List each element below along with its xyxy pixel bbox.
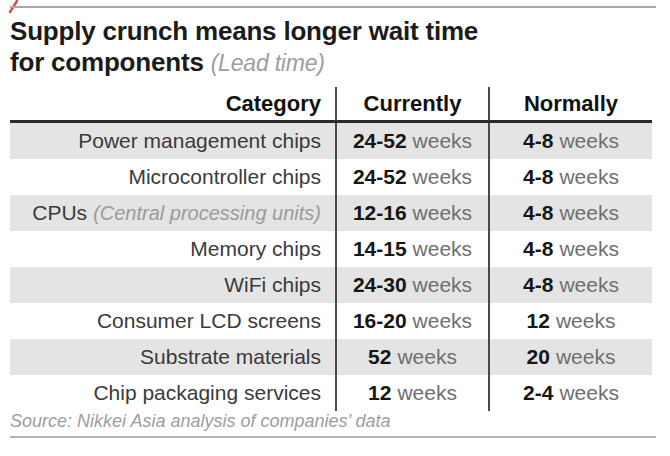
category-cell: CPUs (Central processing units) <box>10 195 335 231</box>
category-cell: Microcontroller chips <box>10 159 335 195</box>
normally-value: 4-8 <box>523 165 553 189</box>
normally-value: 4-8 <box>523 201 553 225</box>
unit-label: weeks <box>559 237 619 261</box>
normally-cell: 4-8weeks <box>490 231 652 267</box>
table-row: Consumer LCD screens 16-20weeks 12weeks <box>10 303 652 339</box>
unit-label: weeks <box>397 381 457 405</box>
normally-cell: 20weeks <box>490 339 652 375</box>
unit-label: weeks <box>413 237 473 261</box>
table-row: Memory chips 14-15weeks 4-8weeks <box>10 231 652 267</box>
normally-value: 2-4 <box>523 381 553 405</box>
normally-value: 20 <box>527 345 550 369</box>
title-line-2: for components <box>10 47 204 77</box>
category-label: Substrate materials <box>140 345 321 369</box>
currently-value: 14-15 <box>353 237 407 261</box>
normally-value: 4-8 <box>523 273 553 297</box>
currently-value: 24-52 <box>353 129 407 153</box>
currently-value: 24-52 <box>353 165 407 189</box>
unit-label: weeks <box>556 309 616 333</box>
column-header-normally: Normally <box>490 87 652 120</box>
category-label: Power management chips <box>78 129 321 153</box>
table-row: Chip packaging services 12weeks 2-4weeks <box>10 375 652 411</box>
unit-label: weeks <box>559 273 619 297</box>
top-rule <box>10 6 656 8</box>
currently-value: 12 <box>368 381 391 405</box>
currently-cell: 24-52weeks <box>335 159 490 195</box>
currently-value: 24-30 <box>353 273 407 297</box>
unit-label: weeks <box>397 345 457 369</box>
chart-title: Supply crunch means longer wait time for… <box>10 16 478 79</box>
category-label: CPUs <box>32 201 87 225</box>
category-note: (Central processing units) <box>93 202 321 225</box>
currently-value: 16-20 <box>353 309 407 333</box>
normally-cell: 2-4weeks <box>490 375 652 411</box>
category-cell: WiFi chips <box>10 267 335 303</box>
unit-label: weeks <box>559 129 619 153</box>
title-line-1: Supply crunch means longer wait time <box>10 16 478 46</box>
table-row: WiFi chips 24-30weeks 4-8weeks <box>10 267 652 303</box>
unit-label: weeks <box>413 273 473 297</box>
source-credit: Source: Nikkei Asia analysis of companie… <box>10 411 391 432</box>
unit-label: weeks <box>559 201 619 225</box>
category-label: WiFi chips <box>224 273 321 297</box>
title-subnote: (Lead time) <box>211 50 325 76</box>
currently-cell: 12-16weeks <box>335 195 490 231</box>
unit-label: weeks <box>556 345 616 369</box>
lead-time-table: Category Currently Normally Power manage… <box>10 87 652 411</box>
unit-label: weeks <box>559 381 619 405</box>
normally-cell: 4-8weeks <box>490 159 652 195</box>
normally-value: 4-8 <box>523 129 553 153</box>
table-row: Substrate materials 52weeks 20weeks <box>10 339 652 375</box>
column-header-category: Category <box>10 87 335 120</box>
currently-cell: 24-30weeks <box>335 267 490 303</box>
normally-cell: 4-8weeks <box>490 267 652 303</box>
bottom-rule <box>10 436 656 438</box>
table-header-row: Category Currently Normally <box>10 87 652 123</box>
normally-cell: 4-8weeks <box>490 123 652 159</box>
currently-cell: 12weeks <box>335 375 490 411</box>
normally-value: 12 <box>527 309 550 333</box>
category-cell: Consumer LCD screens <box>10 303 335 339</box>
category-cell: Memory chips <box>10 231 335 267</box>
category-label: Memory chips <box>190 237 321 261</box>
unit-label: weeks <box>413 201 473 225</box>
currently-cell: 14-15weeks <box>335 231 490 267</box>
red-pen-mark-icon <box>2 0 24 16</box>
category-cell: Substrate materials <box>10 339 335 375</box>
normally-cell: 12weeks <box>490 303 652 339</box>
category-label: Chip packaging services <box>93 381 321 405</box>
normally-value: 4-8 <box>523 237 553 261</box>
currently-value: 52 <box>368 345 391 369</box>
category-label: Microcontroller chips <box>128 165 321 189</box>
lead-time-infographic: Supply crunch means longer wait time for… <box>0 0 670 456</box>
column-header-currently: Currently <box>335 87 490 120</box>
currently-cell: 52weeks <box>335 339 490 375</box>
currently-value: 12-16 <box>353 201 407 225</box>
table-row: CPUs(Central processing units) 12-16week… <box>10 195 652 231</box>
unit-label: weeks <box>413 165 473 189</box>
category-cell: Chip packaging services <box>10 375 335 411</box>
unit-label: weeks <box>413 309 473 333</box>
table-row: Microcontroller chips 24-52weeks 4-8week… <box>10 159 652 195</box>
unit-label: weeks <box>559 165 619 189</box>
currently-cell: 24-52weeks <box>335 123 490 159</box>
unit-label: weeks <box>413 129 473 153</box>
category-label: Consumer LCD screens <box>97 309 321 333</box>
category-cell: Power management chips <box>10 123 335 159</box>
normally-cell: 4-8weeks <box>490 195 652 231</box>
table-row: Power management chips 24-52weeks 4-8wee… <box>10 123 652 159</box>
currently-cell: 16-20weeks <box>335 303 490 339</box>
